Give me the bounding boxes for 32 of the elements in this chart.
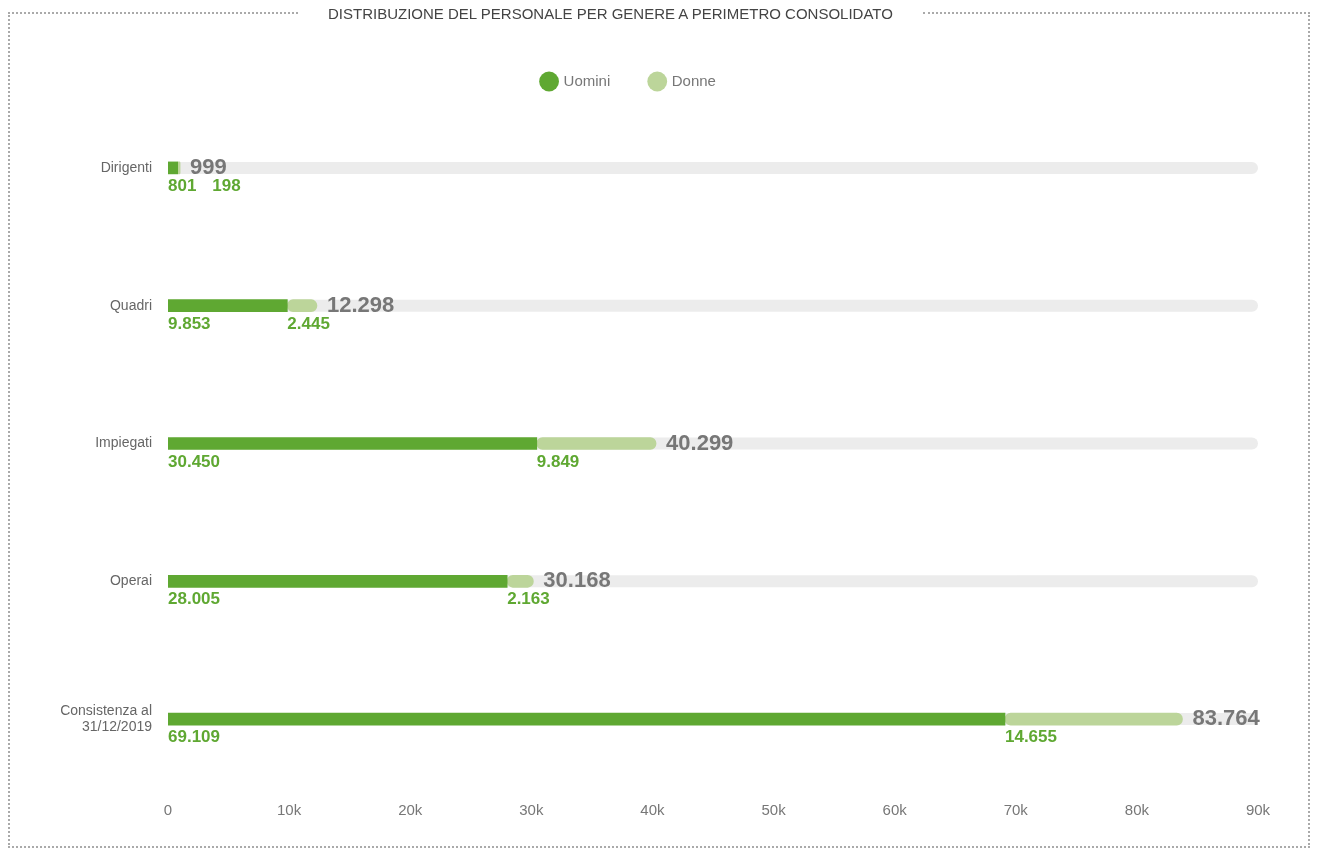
x-tick-label: 30k bbox=[519, 801, 544, 819]
x-tick-label: 20k bbox=[398, 801, 423, 819]
y-tick-label: Quadri bbox=[109, 296, 152, 313]
x-tick-label: 80k bbox=[1124, 801, 1150, 819]
data-label: 14.655 bbox=[1004, 727, 1057, 747]
legend-label: Donne bbox=[671, 71, 716, 89]
bar bbox=[536, 437, 657, 450]
x-tick-label: 60k bbox=[882, 801, 908, 819]
total-label: 83.764 bbox=[1192, 705, 1261, 731]
x-tick-label: 10k bbox=[277, 801, 302, 819]
data-label: 28.005 bbox=[168, 589, 220, 609]
data-label: 801 bbox=[168, 176, 197, 196]
x-tick-label: 90k bbox=[1245, 801, 1271, 819]
data-label: 198 bbox=[212, 176, 241, 196]
y-tick-label: Dirigenti bbox=[100, 158, 152, 175]
total-label: 999 bbox=[190, 153, 227, 179]
legend-label: Uomini bbox=[563, 71, 611, 89]
data-label: 69.109 bbox=[168, 727, 220, 747]
data-label: 9.853 bbox=[168, 313, 211, 333]
x-tick-label: 70k bbox=[1003, 801, 1029, 819]
y-tick-label: Impiegati bbox=[95, 434, 152, 451]
chart-title: DISTRIBUZIONE DEL PERSONALE PER GENERE A PERIMETRO CONSOLIDATO bbox=[327, 4, 894, 22]
x-tick-label: 50k bbox=[761, 801, 787, 819]
x-tick-label: 0 bbox=[163, 801, 173, 819]
total-label: 40.299 bbox=[666, 429, 734, 455]
data-label: 9.849 bbox=[536, 451, 580, 471]
data-label: 30.450 bbox=[168, 451, 220, 471]
bar bbox=[168, 161, 179, 175]
x-tick-label: 40k bbox=[640, 801, 666, 819]
bar bbox=[168, 299, 288, 313]
y-tick-label: Consistenza al 31/12/2019 bbox=[60, 701, 153, 735]
y-tick-label: Operai bbox=[109, 572, 152, 589]
